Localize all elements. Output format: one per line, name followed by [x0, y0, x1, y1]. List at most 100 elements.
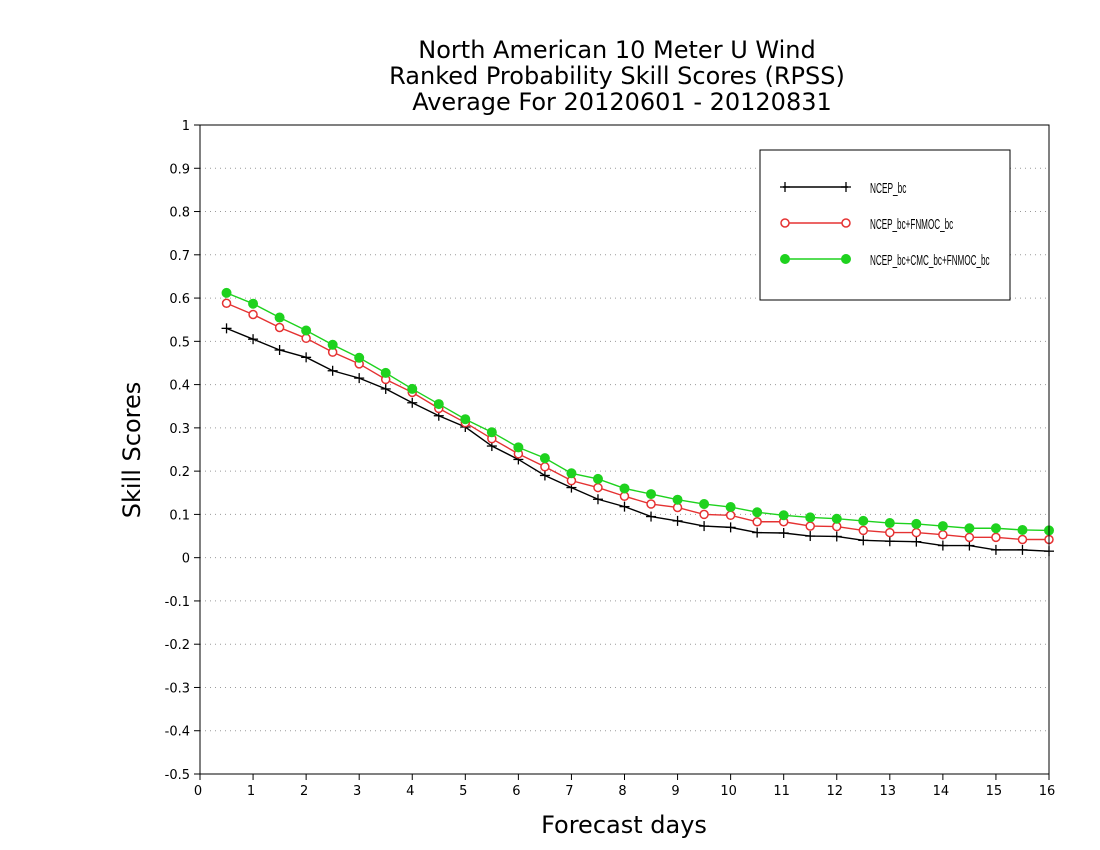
data-point	[407, 383, 418, 394]
x-tick-label: 15	[986, 784, 1003, 799]
series-layer	[221, 287, 1054, 557]
y-tick-label: 0.6	[169, 292, 190, 307]
data-point	[380, 383, 391, 394]
y-tick-label: -0.1	[165, 595, 190, 610]
data-point	[486, 427, 497, 438]
x-axis: 0 1 2 3 4 5 6 7 8 9 10 11 12 13 14 15 16	[194, 774, 1055, 799]
data-point	[964, 523, 975, 534]
data-point	[672, 515, 683, 526]
y-tick-label: 0.7	[169, 249, 190, 264]
data-point	[407, 397, 418, 408]
data-point	[354, 352, 365, 363]
data-point	[672, 494, 683, 505]
data-point	[1017, 544, 1028, 555]
x-axis-label: Forecast days	[541, 811, 707, 839]
y-tick-label: -0.3	[165, 681, 190, 696]
data-point	[274, 344, 285, 355]
y-tick-label: -0.5	[165, 768, 190, 783]
y-tick-label: 1	[182, 119, 190, 134]
data-point	[752, 517, 762, 527]
legend-marker	[841, 182, 851, 192]
x-tick-label: 7	[565, 784, 573, 799]
x-tick-label: 2	[300, 784, 308, 799]
data-point	[327, 365, 338, 376]
y-tick-label: -0.4	[165, 725, 190, 740]
x-tick-label: 6	[512, 784, 520, 799]
legend-marker	[780, 218, 790, 228]
series-line	[226, 292, 1050, 532]
legend-item: NCEP_bc	[780, 180, 907, 197]
x-tick-label: 16	[1039, 784, 1056, 799]
data-point	[380, 367, 391, 378]
legend-items: NCEP_bc NCEP_bc+FNMOC_bc NCEP_bc+CMC_bc+FN…	[780, 180, 990, 269]
data-point	[699, 509, 709, 520]
title-line-3: Average For 20120601 - 20120831	[412, 88, 832, 116]
data-point	[1017, 524, 1028, 535]
data-point	[619, 501, 630, 512]
legend-marker	[780, 254, 790, 264]
legend-box	[759, 149, 1011, 301]
data-point	[911, 536, 922, 547]
y-tick-label: 0.2	[169, 465, 190, 480]
data-point	[805, 531, 816, 542]
data-point	[593, 482, 603, 493]
data-point	[752, 527, 763, 538]
data-point	[539, 453, 550, 464]
data-point	[699, 521, 710, 532]
y-axis-label: Skill Scores	[118, 382, 146, 519]
data-point	[592, 494, 603, 505]
y-tick-label: 0.1	[169, 508, 190, 523]
title-line-1: North American 10 Meter U Wind	[418, 36, 815, 64]
data-point	[513, 442, 524, 453]
data-point	[752, 507, 763, 518]
data-point	[884, 536, 895, 547]
legend-marker	[780, 182, 790, 192]
y-tick-label: 0.8	[169, 206, 190, 221]
y-tick-label: 0.5	[169, 335, 190, 350]
data-point	[831, 513, 842, 524]
data-point	[725, 502, 736, 513]
data-point	[990, 523, 1001, 534]
legend-label: NCEP_bc+FNMOC_bc	[870, 216, 953, 233]
legend-marker	[841, 218, 851, 228]
x-tick-label: 0	[194, 784, 202, 799]
data-point	[831, 531, 842, 542]
series-line	[226, 302, 1049, 541]
data-point	[646, 489, 657, 500]
legend-marker	[841, 254, 851, 264]
data-point	[646, 499, 656, 509]
data-point	[301, 352, 312, 363]
x-tick-label: 5	[459, 784, 467, 799]
chart-title: North American 10 Meter U Wind Ranked Pr…	[389, 36, 845, 116]
data-point	[858, 535, 869, 546]
data-point	[460, 414, 471, 425]
data-point	[778, 510, 789, 521]
data-point	[964, 540, 975, 551]
data-point	[301, 325, 312, 336]
data-point	[699, 499, 710, 510]
y-tick-label: 0	[182, 552, 190, 567]
x-tick-label: 1	[247, 784, 255, 799]
data-point	[221, 287, 232, 298]
x-tick-label: 9	[671, 784, 679, 799]
data-point	[248, 298, 259, 309]
y-tick-label: 0.3	[169, 422, 190, 437]
legend-label: NCEP_bc	[870, 180, 907, 197]
data-point	[858, 515, 869, 526]
data-point	[911, 518, 922, 529]
data-point	[964, 532, 975, 543]
x-tick-label: 14	[933, 784, 950, 799]
x-tick-label: 11	[773, 784, 790, 799]
data-point	[221, 323, 232, 334]
x-tick-label: 12	[826, 784, 843, 799]
title-line-2: Ranked Probability Skill Scores (RPSS)	[389, 62, 845, 90]
legend: NCEP_bc NCEP_bc+FNMOC_bc NCEP_bc+CMC_bc+FN…	[759, 149, 1011, 301]
data-point	[778, 528, 789, 539]
data-point	[619, 483, 630, 494]
data-point	[274, 322, 285, 333]
data-point	[990, 544, 1001, 555]
x-tick-label: 4	[406, 784, 414, 799]
data-point	[274, 312, 285, 323]
data-point	[327, 339, 338, 350]
data-point	[248, 309, 258, 320]
